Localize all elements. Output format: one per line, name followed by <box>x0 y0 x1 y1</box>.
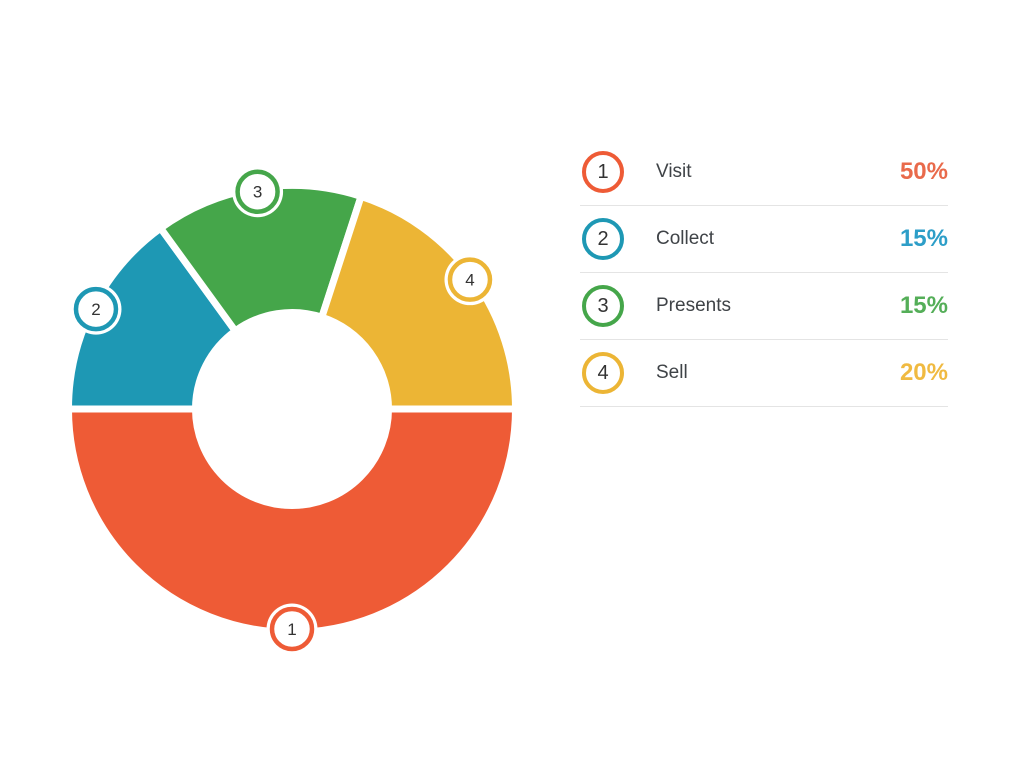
donut-marker-2: 2 <box>70 283 122 335</box>
legend-row-4: 4 Sell 20% <box>580 340 948 407</box>
marker-ring <box>73 286 119 332</box>
marker-ring <box>235 169 280 214</box>
marker-number: 3 <box>253 183 262 202</box>
legend-marker-number: 2 <box>597 228 609 250</box>
marker-ring <box>269 606 315 652</box>
legend-percent: 15% <box>899 292 948 319</box>
legend-marker-4: 4 <box>582 352 624 394</box>
legend-marker-number: 4 <box>597 362 609 384</box>
donut-marker-4: 4 <box>444 254 496 306</box>
marker-ring <box>447 257 493 302</box>
legend-percent: 20% <box>899 359 948 386</box>
donut-segment-sell <box>317 192 520 413</box>
legend-row-2: 2 Collect 15% <box>580 206 948 273</box>
legend-marker-3: 3 <box>582 285 624 327</box>
donut-marker-3: 3 <box>232 166 284 218</box>
donut-chart-svg: 1 2 3 4 <box>64 166 520 655</box>
legend-label: Collect <box>656 228 715 249</box>
donut-segment-collect <box>64 223 241 413</box>
donut-segment-presents <box>155 182 366 336</box>
legend-row-1: 1 Visit 50% <box>580 139 948 206</box>
legend-row-3: 3 Presents 15% <box>580 273 948 340</box>
donut-chart: 1 2 3 4 <box>20 120 580 680</box>
legend-label: Presents <box>656 295 731 316</box>
marker-number: 4 <box>465 271 474 290</box>
donut-segment-visit <box>64 405 520 636</box>
legend-label: Visit <box>656 161 692 182</box>
legend-marker-number: 1 <box>597 161 609 183</box>
legend: 1 Visit 50% 2 Collect 15% 3 Presents 15%… <box>580 139 948 407</box>
legend-percent: 50% <box>899 158 948 185</box>
legend-marker-number: 3 <box>597 295 609 317</box>
marker-number: 1 <box>287 620 296 639</box>
legend-marker-1: 1 <box>582 151 624 193</box>
legend-marker-2: 2 <box>582 218 624 260</box>
legend-label: Sell <box>656 362 688 383</box>
donut-marker-1: 1 <box>266 603 318 655</box>
legend-percent: 15% <box>899 225 948 252</box>
marker-number: 2 <box>91 300 100 319</box>
